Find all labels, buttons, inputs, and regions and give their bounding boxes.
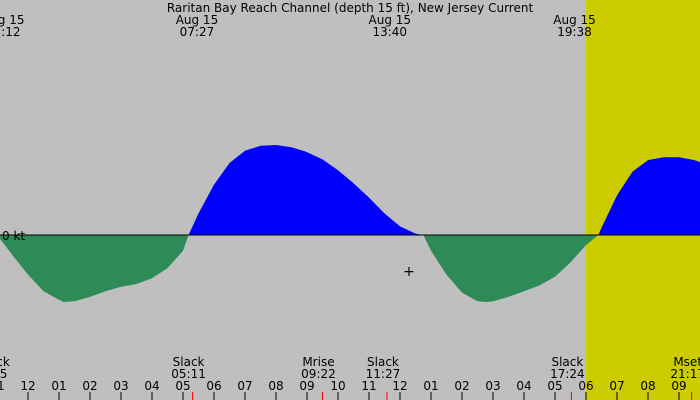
hour-tick-label: 02: [82, 379, 97, 393]
hour-tick-label: 01: [51, 379, 66, 393]
event-time-label: 0:55: [0, 367, 7, 381]
event-type-label: Slack: [173, 355, 205, 369]
hour-tick-label: 08: [268, 379, 283, 393]
event-type-label: Mrise: [302, 355, 334, 369]
event-type-label: Slack: [367, 355, 399, 369]
event-type-label: Mset: [673, 355, 700, 369]
hour-tick-label: 07: [609, 379, 624, 393]
hour-axis: 11 12 01 02 03 04 05 06 07 08 09 10 11 12 01 02 03 04 05 06…: [0, 379, 693, 400]
ebb-area: [423, 235, 599, 302]
top-time-label: 13:40: [372, 25, 407, 39]
hour-tick-label: 05: [175, 379, 190, 393]
top-time-label: 01:12: [0, 25, 20, 39]
hour-tick-label: 08: [640, 379, 655, 393]
top-time-label: 19:38: [557, 25, 592, 39]
hour-tick-label: 09: [671, 379, 686, 393]
event-time-label: 05:11: [171, 367, 206, 381]
event-type-label: Slack: [551, 355, 583, 369]
hour-tick-label: 12: [20, 379, 35, 393]
ebb-area: [0, 235, 189, 302]
hour-tick-label: 03: [113, 379, 128, 393]
event-type-label: Slack: [0, 355, 10, 369]
hour-tick-label: 12: [392, 379, 407, 393]
event-time-label: 11:27: [366, 367, 401, 381]
flood-area: [188, 145, 424, 235]
current-areas: [0, 145, 700, 302]
top-date-label: Aug 15: [553, 13, 596, 27]
event-time-label: 17:24: [550, 367, 585, 381]
top-date-label: Aug 15: [176, 13, 219, 27]
hour-tick-label: 03: [485, 379, 500, 393]
hour-tick-label: 10: [330, 379, 345, 393]
hour-tick-label: 01: [423, 379, 438, 393]
hour-tick-label: 04: [144, 379, 159, 393]
flood-area: [598, 157, 700, 235]
top-date-label: Aug 15: [369, 13, 412, 27]
hour-tick-label: 11: [361, 379, 376, 393]
hour-tick-label: 05: [547, 379, 562, 393]
top-date-label: Aug 15: [0, 13, 24, 27]
event-time-label: 21:17: [670, 367, 700, 381]
hour-tick-label: 04: [516, 379, 531, 393]
hour-tick-label: 06: [206, 379, 221, 393]
top-time-label: 07:27: [180, 25, 215, 39]
zero-label: 0 kt: [2, 229, 25, 243]
hour-tick-label: 11: [0, 379, 5, 393]
cursor-marker: +: [403, 264, 415, 280]
hour-tick-label: 06: [578, 379, 593, 393]
event-time-label: 09:22: [301, 367, 336, 381]
hour-tick-label: 02: [454, 379, 469, 393]
event-labels: Slack0:55Slack05:11Mrise09:22Slack11:27S…: [0, 355, 700, 381]
hour-tick-label: 07: [237, 379, 252, 393]
chart-title: Raritan Bay Reach Channel (depth 15 ft),…: [167, 1, 534, 15]
hour-tick-label: 09: [299, 379, 314, 393]
